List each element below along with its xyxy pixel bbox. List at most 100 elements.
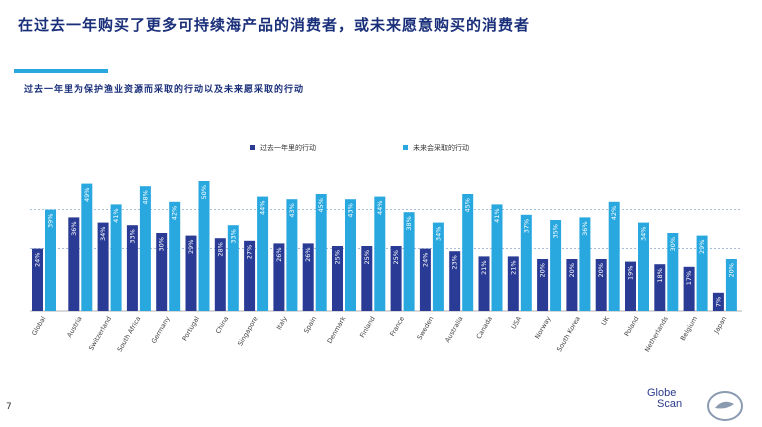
category-label-6: China bbox=[214, 315, 230, 335]
category-label-19: UK bbox=[600, 314, 612, 326]
bar-past-10 bbox=[332, 246, 343, 311]
data-label-0-14: 23% bbox=[451, 255, 459, 269]
category-label-20: Poland bbox=[623, 315, 641, 338]
bar-future-1 bbox=[81, 183, 93, 311]
category-label-5: Portugal bbox=[181, 315, 201, 342]
bar-past-22 bbox=[683, 266, 695, 311]
bar-future-6 bbox=[227, 225, 239, 311]
data-label-1-22: 29% bbox=[698, 240, 706, 254]
bar-future-9 bbox=[315, 194, 327, 311]
data-label-1-15: 41% bbox=[493, 208, 501, 222]
data-label-0-3: 33% bbox=[128, 229, 136, 243]
category-label-17: Norway bbox=[533, 315, 552, 340]
category-label-13: Sweden bbox=[416, 315, 436, 341]
data-label-1-7: 44% bbox=[259, 201, 267, 215]
bar-past-21 bbox=[654, 264, 666, 311]
data-label-1-8: 43% bbox=[288, 203, 296, 217]
data-label-0-10: 25% bbox=[334, 250, 342, 264]
data-label-1-5: 50% bbox=[200, 185, 208, 199]
data-label-1-1: 49% bbox=[83, 188, 91, 202]
bar-future-7 bbox=[257, 196, 269, 311]
data-label-0-16: 21% bbox=[509, 260, 517, 274]
bar-future-23 bbox=[725, 259, 737, 311]
bar-past-11 bbox=[361, 246, 373, 311]
data-label-0-6: 28% bbox=[216, 242, 224, 256]
bar-future-8 bbox=[286, 199, 298, 311]
data-label-1-13: 34% bbox=[434, 227, 442, 241]
data-label-1-4: 42% bbox=[171, 206, 179, 220]
data-label-1-20: 34% bbox=[640, 227, 648, 241]
bar-past-15 bbox=[478, 256, 490, 311]
data-label-0-13: 24% bbox=[421, 253, 429, 267]
category-label-15: Canada bbox=[475, 315, 494, 340]
data-label-1-19: 42% bbox=[610, 206, 618, 220]
bar-future-2 bbox=[110, 204, 122, 311]
data-label-0-18: 20% bbox=[568, 263, 576, 277]
bar-past-5 bbox=[185, 235, 197, 311]
bar-past-9 bbox=[302, 243, 314, 311]
category-label-18: South Korea bbox=[555, 315, 582, 353]
category-label-23: Japan bbox=[712, 315, 728, 336]
bar-future-18 bbox=[579, 217, 591, 311]
bar-past-2 bbox=[97, 222, 109, 311]
bar-future-22 bbox=[696, 235, 708, 311]
bar-past-18 bbox=[566, 259, 578, 311]
bar-future-16 bbox=[520, 214, 532, 311]
category-label-21: Netherlands bbox=[643, 314, 670, 353]
legend-label-0: 过去一年里的行动 bbox=[260, 143, 316, 152]
data-label-0-2: 34% bbox=[99, 227, 107, 241]
data-label-0-7: 27% bbox=[246, 245, 254, 259]
data-label-1-12: 38% bbox=[405, 216, 413, 230]
bar-future-0 bbox=[45, 209, 56, 311]
data-label-1-3: 48% bbox=[141, 190, 149, 204]
bar-future-5 bbox=[198, 181, 210, 311]
data-label-1-18: 36% bbox=[581, 221, 589, 235]
data-label-1-17: 35% bbox=[552, 224, 560, 238]
category-label-16: USA bbox=[510, 315, 524, 331]
bar-past-1 bbox=[68, 217, 80, 311]
bar-future-14 bbox=[462, 194, 474, 311]
data-label-1-6: 33% bbox=[229, 229, 237, 243]
bar-future-13 bbox=[432, 222, 444, 311]
logo-line1: Globe bbox=[647, 387, 677, 399]
bar-future-17 bbox=[550, 220, 562, 311]
category-label-9: Spain bbox=[302, 315, 318, 335]
bar-past-14 bbox=[449, 251, 461, 311]
data-label-1-9: 45% bbox=[317, 198, 325, 212]
bar-future-21 bbox=[667, 233, 679, 311]
page-title: 在过去一年购买了更多可持续海产品的消费者，或未来愿意购买的消费者 bbox=[18, 16, 531, 34]
bar-future-20 bbox=[638, 222, 649, 311]
data-label-1-10: 43% bbox=[347, 203, 355, 217]
bar-past-12 bbox=[390, 246, 402, 311]
bar-past-17 bbox=[537, 259, 549, 311]
category-label-2: Switzerland bbox=[87, 315, 113, 352]
bar-past-20 bbox=[625, 261, 636, 311]
legend-label-1: 未来会采取的行动 bbox=[413, 143, 469, 152]
data-label-0-17: 20% bbox=[539, 263, 547, 277]
bar-past-7 bbox=[244, 240, 256, 311]
data-label-0-19: 20% bbox=[597, 263, 605, 277]
bar-future-4 bbox=[169, 201, 181, 311]
category-label-0: Global bbox=[30, 315, 47, 337]
bar-past-3 bbox=[126, 225, 138, 311]
data-label-1-21: 30% bbox=[669, 237, 677, 251]
data-label-0-5: 29% bbox=[187, 240, 195, 254]
bar-future-11 bbox=[374, 196, 386, 311]
data-label-1-11: 44% bbox=[376, 201, 384, 215]
legend-swatch-0 bbox=[250, 145, 255, 150]
data-label-0-21: 18% bbox=[656, 268, 664, 282]
category-label-7: Singapore bbox=[236, 315, 259, 347]
bar-past-19 bbox=[595, 259, 607, 311]
category-label-22: Belgium bbox=[679, 315, 699, 342]
data-label-1-23: 20% bbox=[727, 263, 735, 277]
legend-swatch-1 bbox=[403, 145, 408, 150]
page-number: 7 bbox=[6, 402, 12, 412]
fish-seal-icon bbox=[707, 391, 743, 421]
bar-past-16 bbox=[507, 256, 519, 311]
bar-past-6 bbox=[214, 238, 226, 311]
category-label-4: Germany bbox=[150, 315, 172, 345]
data-label-0-15: 21% bbox=[480, 260, 488, 274]
globescan-logo: Globe Scan bbox=[647, 388, 682, 410]
bar-past-4 bbox=[156, 233, 168, 311]
